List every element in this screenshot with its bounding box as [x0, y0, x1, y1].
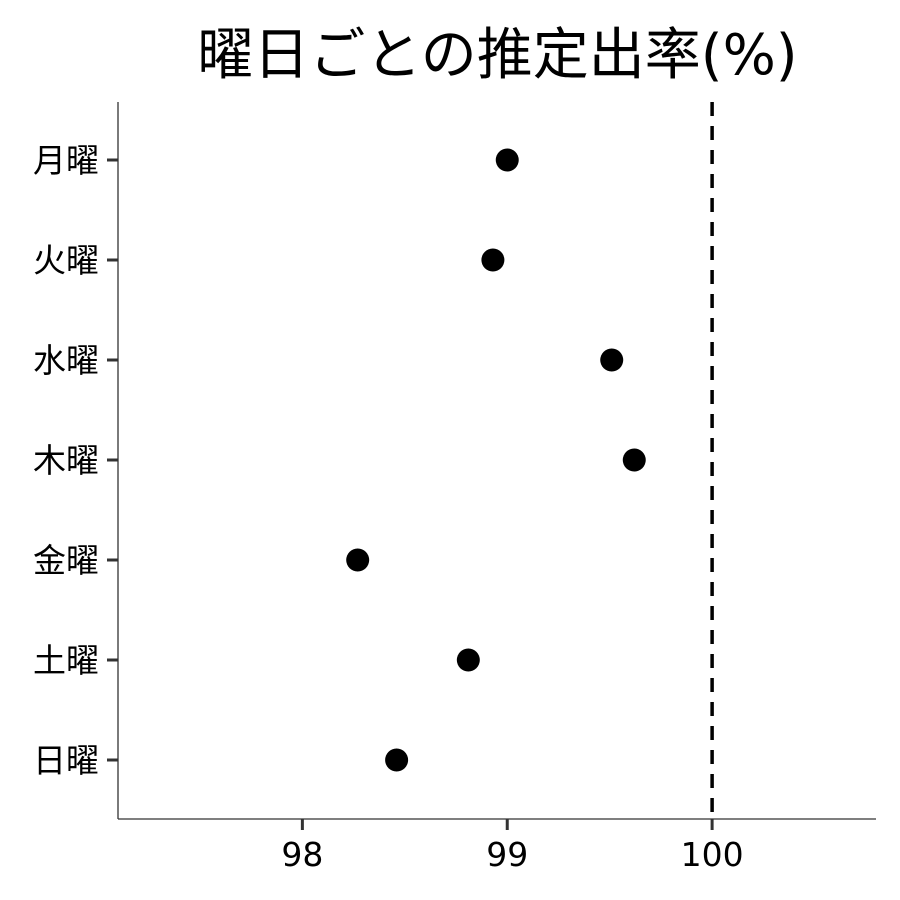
x-tick-label: 100 — [681, 835, 744, 874]
y-tick-label: 土曜 — [33, 641, 99, 680]
y-tick-label: 木曜 — [33, 441, 99, 480]
data-points — [346, 148, 646, 772]
y-tick-label: 水曜 — [33, 341, 99, 380]
chart-title: 曜日ごとの推定出率(%) — [197, 23, 798, 88]
data-point — [495, 148, 519, 172]
y-tick-label: 月曜 — [33, 141, 99, 180]
data-point — [346, 548, 370, 572]
y-tick-label: 金曜 — [33, 541, 99, 580]
x-tick-label: 99 — [486, 835, 528, 874]
y-tick-label: 日曜 — [33, 741, 99, 780]
data-point — [456, 648, 480, 672]
x-tick-label: 98 — [281, 835, 323, 874]
axes — [117, 102, 876, 820]
data-point — [600, 348, 624, 372]
data-point — [385, 748, 409, 772]
y-tick-label: 火曜 — [33, 241, 99, 280]
x-axis-ticks: 98 99 100 — [281, 819, 744, 874]
data-point — [481, 248, 505, 272]
data-point — [622, 448, 646, 472]
